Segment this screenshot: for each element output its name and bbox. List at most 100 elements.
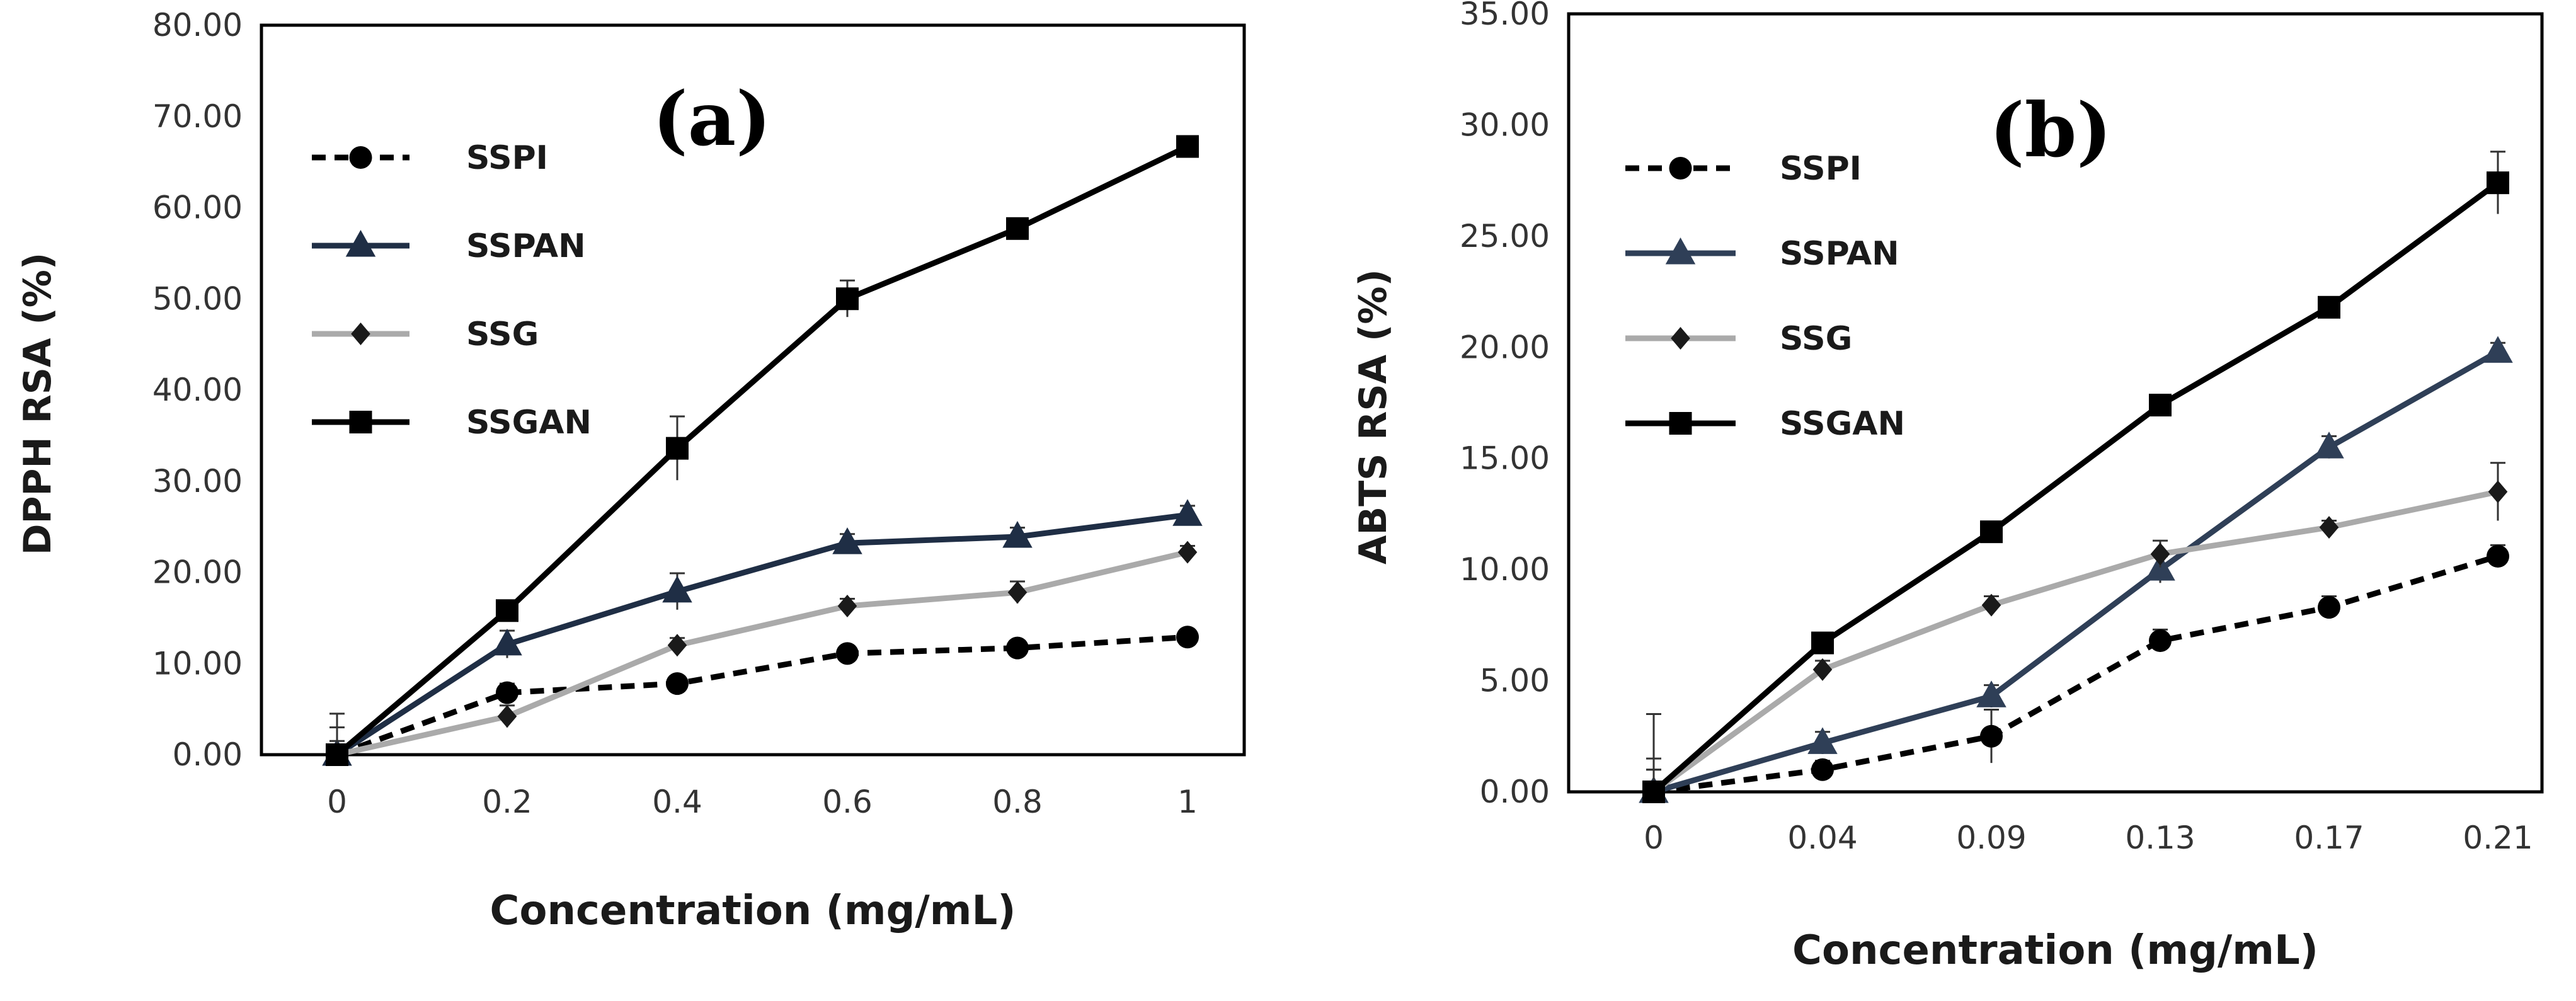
- x-tick-label: 0.09: [1956, 820, 2026, 856]
- data-point-marker: [1007, 581, 1028, 604]
- x-tick-label: 0.17: [2294, 820, 2364, 856]
- legend-label: SSPAN: [466, 227, 586, 265]
- y-tick-label: 60.00: [152, 190, 243, 226]
- data-point-marker: [2488, 480, 2508, 503]
- data-point-marker: [1976, 680, 2006, 707]
- data-point-marker: [2314, 432, 2344, 459]
- data-point-marker: [667, 634, 687, 657]
- y-tick-label: 20.00: [1460, 329, 1550, 365]
- legend-swatch-marker: [1669, 157, 1692, 180]
- x-axis-label: Concentration (mg/mL): [490, 888, 1016, 934]
- legend-swatch-marker: [349, 411, 372, 433]
- data-point-marker: [1980, 520, 2003, 544]
- legend-swatch-marker: [1671, 327, 1690, 350]
- data-point-marker: [837, 595, 857, 618]
- series-line: [1652, 489, 2499, 794]
- x-tick-label: 0: [1644, 820, 1664, 856]
- x-axis-label: Concentration (mg/mL): [1792, 927, 2318, 974]
- y-tick-label: 50.00: [152, 280, 243, 317]
- data-point-marker: [2149, 629, 2172, 653]
- y-tick-label: 15.00: [1460, 440, 1550, 477]
- legend-swatch-marker: [1669, 412, 1692, 435]
- legend-swatch-marker: [1665, 237, 1696, 265]
- data-point-marker: [2149, 394, 2172, 417]
- panel-label: (a): [653, 75, 771, 163]
- y-tick-label: 30.00: [1460, 106, 1550, 143]
- data-point-marker: [836, 287, 859, 311]
- data-point-marker: [666, 672, 689, 695]
- x-tick-label: 0: [327, 784, 347, 820]
- legend-label: SSG: [466, 316, 539, 353]
- y-tick-label: 20.00: [152, 554, 243, 591]
- data-point-marker: [662, 575, 692, 603]
- y-axis-label: ABTS RSA (%): [1351, 269, 1395, 564]
- data-point-marker: [1172, 499, 1203, 526]
- series-ssgan: [326, 135, 1199, 766]
- panel-label: (b): [1989, 86, 2112, 174]
- data-point-marker: [496, 681, 518, 704]
- x-tick-label: 0.6: [822, 784, 873, 820]
- y-tick-label: 10.00: [1460, 551, 1550, 588]
- series-line: [335, 512, 1188, 757]
- series-ssgan: [1642, 151, 2509, 803]
- chart-panel-a: 0.00 10.00 20.00 30.00 40.00 50.00 60.00 70.00 8…: [16, 7, 1246, 934]
- data-point-marker: [1811, 758, 1834, 781]
- y-tick-label: 25.00: [1460, 218, 1550, 255]
- chart-panel-b: 0.00 5.00 10.00 15.00 20.00 25.00 30.00 35.00 0 0…: [1351, 0, 2544, 974]
- data-point-marker: [1807, 727, 1838, 754]
- legend-swatch-marker: [349, 146, 372, 169]
- x-tick-label: 1: [1177, 784, 1198, 820]
- legend-label: SSPI: [1780, 150, 1862, 188]
- data-point-marker: [1812, 658, 1833, 681]
- series-line: [1652, 349, 2500, 795]
- data-point-marker: [2150, 542, 2170, 566]
- series-line: [1652, 180, 2500, 794]
- data-point-marker: [1642, 781, 1665, 803]
- data-point-marker: [2487, 544, 2509, 568]
- y-tick-label: 35.00: [1460, 0, 1550, 32]
- legend: SSPI SSPAN SSG SSGAN: [1625, 150, 1905, 443]
- series-sspan: [322, 499, 1203, 766]
- data-point-marker: [836, 642, 859, 665]
- data-point-marker: [2318, 295, 2340, 319]
- y-tick-label: 30.00: [152, 463, 243, 500]
- y-tick-label: 10.00: [152, 645, 243, 682]
- data-point-marker: [1811, 631, 1834, 655]
- plot-frame: [1567, 12, 2544, 794]
- data-point-marker: [1176, 626, 1199, 649]
- y-tick-label: 0.00: [1480, 774, 1550, 810]
- data-point-marker: [497, 705, 517, 728]
- x-tick-label: 0.4: [652, 784, 702, 820]
- legend-label: SSPAN: [1780, 235, 1899, 273]
- data-point-marker: [1981, 593, 2001, 617]
- data-point-marker: [1006, 636, 1029, 660]
- legend-label: SSGAN: [1780, 405, 1905, 443]
- data-point-marker: [1002, 521, 1033, 548]
- plot-frame: [260, 23, 1246, 757]
- data-point-marker: [2319, 516, 2339, 539]
- y-tick-label: 5.00: [1480, 663, 1550, 699]
- series-line: [336, 634, 1188, 758]
- data-point-marker: [326, 743, 348, 766]
- data-point-marker: [496, 599, 518, 622]
- series-line: [1653, 553, 2499, 795]
- y-tick-label: 80.00: [152, 7, 243, 43]
- x-tick-label: 0.13: [2125, 820, 2195, 856]
- y-tick-label: 70.00: [152, 98, 243, 135]
- data-point-marker: [1176, 135, 1199, 158]
- legend-swatch-marker: [351, 323, 370, 345]
- series-ssg: [327, 541, 1198, 766]
- data-point-marker: [2487, 171, 2509, 195]
- legend: SSPI SSPAN SSG SSGAN: [312, 139, 592, 442]
- legend-label: SSGAN: [466, 404, 592, 442]
- data-point-marker: [2318, 596, 2340, 619]
- legend-swatch-marker: [345, 230, 376, 257]
- data-point-marker: [2483, 336, 2513, 363]
- x-tick-label: 0.21: [2463, 820, 2533, 856]
- legend-label: SSPI: [466, 139, 548, 177]
- series-line: [336, 549, 1189, 758]
- data-point-marker: [1177, 541, 1198, 564]
- legend-label: SSG: [1780, 320, 1852, 358]
- data-point-marker: [1980, 724, 2003, 748]
